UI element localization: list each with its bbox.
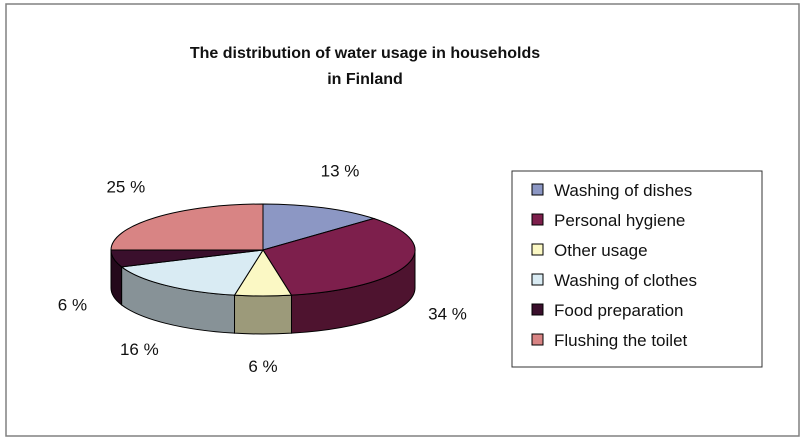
data-label-food-preparation: 6 % <box>58 295 87 314</box>
legend-swatch-washing-of-clothes <box>531 273 544 286</box>
legend-swatch-personal-hygiene <box>531 213 544 226</box>
legend-label-personal-hygiene: Personal hygiene <box>554 211 685 230</box>
legend-label-washing-of-clothes: Washing of clothes <box>554 271 697 290</box>
legend: Washing of dishes Personal hygiene Other u… <box>511 170 763 368</box>
data-label-flushing-the-toilet: 25 % <box>106 177 145 196</box>
legend-label-food-preparation: Food preparation <box>554 301 683 320</box>
pie-slice-washing-of-clothes <box>120 249 264 296</box>
legend-swatch-food-preparation <box>531 303 544 316</box>
legend-swatch-flushing-the-toilet <box>531 333 544 346</box>
chart-title-line-1: The distribution of water usage in house… <box>190 45 540 62</box>
legend-swatch-other-usage <box>531 243 544 256</box>
legend-swatch-washing-of-dishes <box>531 183 544 196</box>
pie-slice-personal-hygiene <box>262 217 416 296</box>
pie-side-other-usage <box>234 294 292 335</box>
pie-slice-washing-of-dishes <box>262 203 376 251</box>
data-label-layer: 13 % 34 % 6 % 16 % 6 % 25 % <box>58 161 467 376</box>
data-label-other-usage: 6 % <box>248 357 277 376</box>
data-label-personal-hygiene: 34 % <box>428 305 467 324</box>
legend-label-other-usage: Other usage <box>554 241 648 260</box>
legend-label-washing-of-dishes: Washing of dishes <box>554 181 692 200</box>
legend-box <box>511 170 763 368</box>
data-label-washing-of-clothes: 16 % <box>120 340 159 359</box>
legend-label-flushing-the-toilet: Flushing the toilet <box>554 331 688 350</box>
data-label-washing-of-dishes: 13 % <box>321 161 360 180</box>
pie-slice-flushing-the-toilet <box>110 203 264 251</box>
pie-layer <box>110 203 416 335</box>
chart-title-line-2: in Finland <box>327 71 403 88</box>
